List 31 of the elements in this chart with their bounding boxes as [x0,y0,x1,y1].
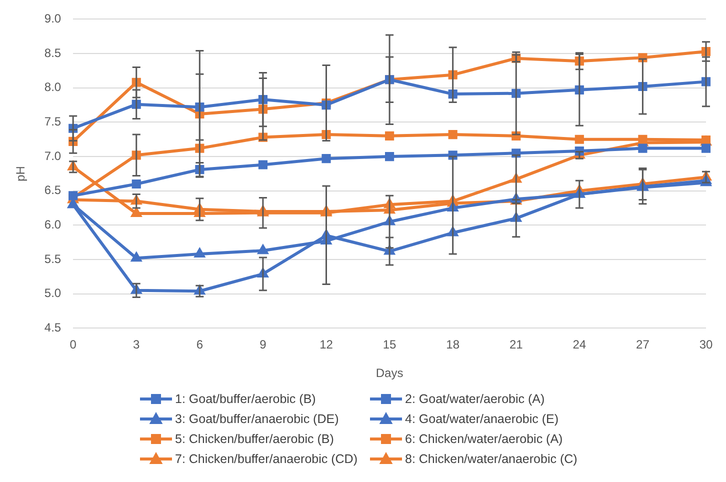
legend-label: 7: Chicken/buffer/anaerobic (CD) [175,452,358,466]
x-tick-label: 12 [320,338,334,352]
x-tick-label: 18 [446,338,460,352]
x-tick-label: 27 [636,338,650,352]
x-tick-label: 21 [509,338,524,352]
x-tick-label: 15 [382,338,397,352]
x-tick-label: 30 [699,338,713,352]
y-tick-label: 5.5 [44,252,62,266]
y-tick-label: 7.5 [44,114,62,129]
x-axis-title: Days [376,366,404,380]
x-tick-label: 24 [572,338,586,352]
legend-label: 2: Goat/water/aerobic (A) [405,392,545,406]
y-tick-label: 4.5 [44,320,62,335]
y-tick-label: 6.5 [44,183,62,198]
legend-label: 3: Goat/buffer/anaerobic (DE) [175,412,339,426]
y-tick-label: 9.0 [44,12,62,26]
legend-label: 5: Chicken/buffer/aerobic (B) [175,432,334,446]
y-tick-label: 8.0 [44,80,62,94]
x-tick-label: 6 [196,338,204,352]
y-tick-label: 5.0 [44,286,62,300]
y-axis-title: pH [14,166,28,182]
y-tick-label: 7.0 [44,148,62,163]
legend-label: 1: Goat/buffer/aerobic (B) [175,392,316,406]
y-tick-label: 8.5 [44,46,62,60]
x-tick-label: 0 [70,338,77,352]
legend-label: 8: Chicken/water/anaerobic (C) [405,452,578,466]
x-tick-label: 3 [133,338,140,352]
y-tick-label: 6.0 [44,218,62,232]
legend-label: 4: Goat/water/anaerobic (E) [405,412,559,426]
legend-label: 6: Chicken/water/aerobic (A) [405,432,563,446]
x-tick-label: 9 [260,338,267,352]
